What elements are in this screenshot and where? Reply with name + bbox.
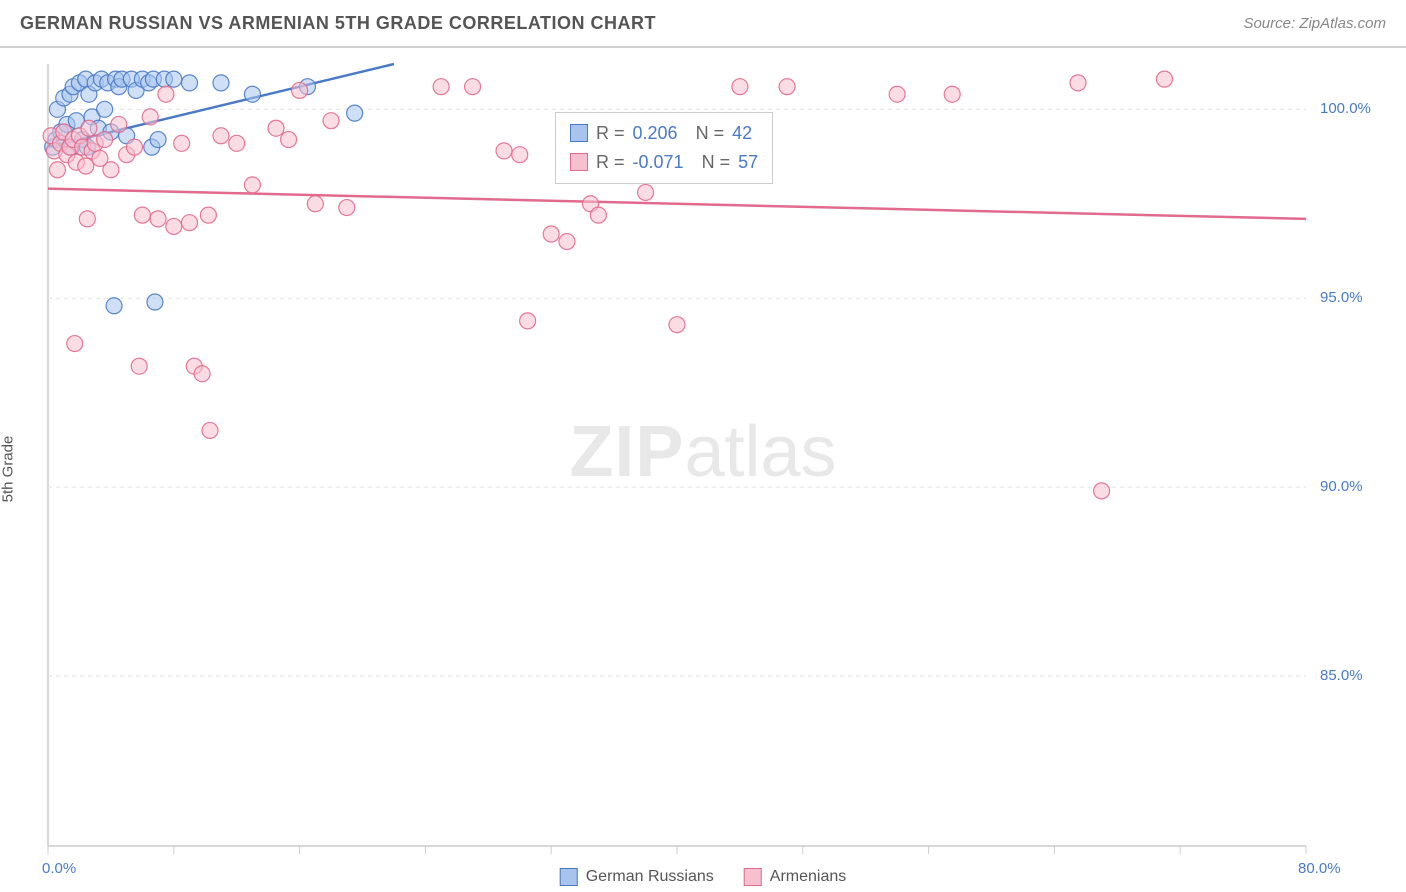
y-axis-label: 5th Grade	[0, 436, 17, 503]
legend-r-value: -0.071	[633, 148, 684, 177]
legend-n-label: N =	[686, 119, 725, 148]
legend-swatch	[560, 868, 578, 886]
legend-swatch	[570, 124, 588, 142]
chart-header: GERMAN RUSSIAN VS ARMENIAN 5TH GRADE COR…	[0, 0, 1406, 48]
legend-n-value: 57	[738, 148, 758, 177]
xaxis-label-start: 0.0%	[42, 860, 76, 877]
legend-bottom-item: German Russians	[560, 868, 714, 886]
ytick-label: 85.0%	[1320, 667, 1363, 684]
legend-n-label: N =	[692, 148, 731, 177]
legend-correlation-box: R = 0.206 N = 42R = -0.071 N = 57	[555, 112, 773, 184]
legend-correlation-row: R = -0.071 N = 57	[570, 148, 758, 177]
legend-correlation-row: R = 0.206 N = 42	[570, 119, 758, 148]
ytick-label: 90.0%	[1320, 478, 1363, 495]
chart-title: GERMAN RUSSIAN VS ARMENIAN 5TH GRADE COR…	[20, 13, 656, 34]
chart-source: Source: ZipAtlas.com	[1243, 15, 1386, 32]
legend-swatch	[744, 868, 762, 886]
legend-bottom: German Russians Armenians	[560, 868, 847, 886]
legend-bottom-item: Armenians	[744, 868, 846, 886]
legend-bottom-label: German Russians	[586, 868, 714, 886]
plot-container: 5th Grade ZIPatlas 85.0%90.0%95.0%100.0%…	[0, 46, 1406, 892]
legend-r-label: R =	[596, 119, 625, 148]
legend-r-value: 0.206	[633, 119, 678, 148]
legend-r-label: R =	[596, 148, 625, 177]
xaxis-label-end: 80.0%	[1298, 860, 1341, 877]
ytick-label: 95.0%	[1320, 289, 1363, 306]
ytick-label: 100.0%	[1320, 100, 1371, 117]
legend-bottom-label: Armenians	[770, 868, 846, 886]
legend-n-value: 42	[732, 119, 752, 148]
legend-swatch	[570, 153, 588, 171]
